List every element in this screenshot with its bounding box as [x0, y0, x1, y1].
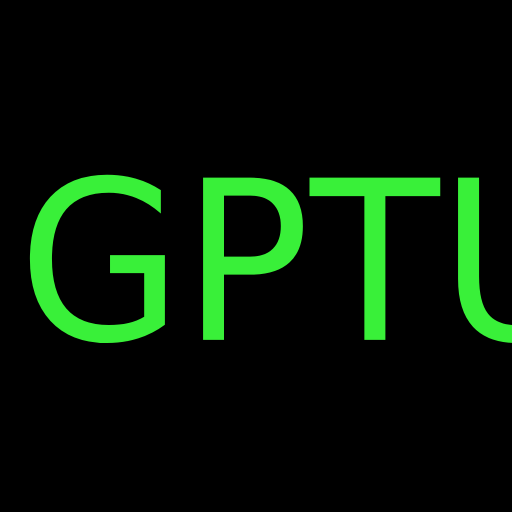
logo-letter-p: P	[182, 133, 311, 393]
logo-letter-t: T	[310, 133, 440, 393]
logo-text: G P T U	[0, 151, 512, 374]
logo-letter-g: G	[18, 133, 183, 393]
logo-letter-u: U	[440, 151, 512, 374]
